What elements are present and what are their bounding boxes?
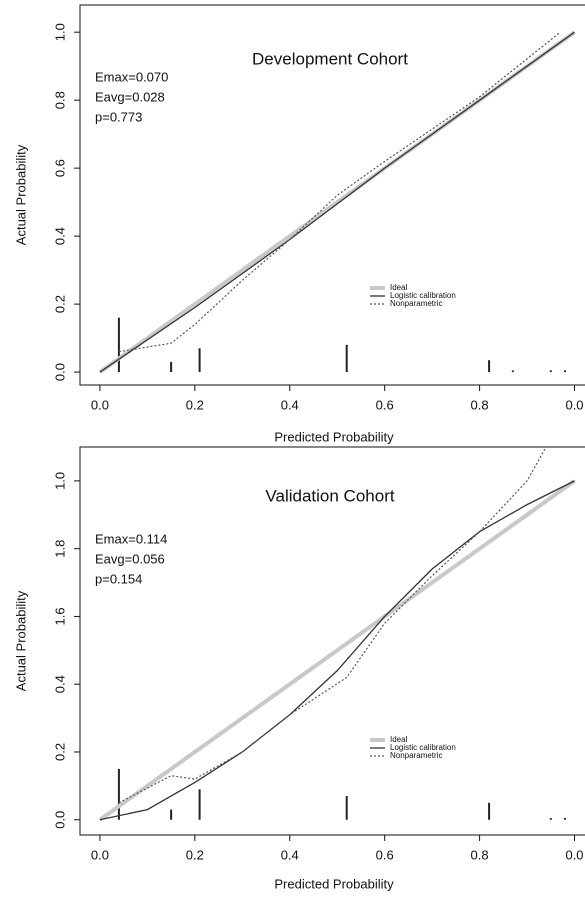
x-tick-label: 0.6 [376, 847, 394, 862]
series-line [99, 480, 575, 821]
y-tick-label: 1.8 [52, 540, 67, 558]
annotation: Emax=0.114 [95, 531, 167, 546]
annotation: p=0.154 [95, 571, 142, 586]
x-axis-label: Predicted Probability [274, 429, 394, 444]
x-tick-label: 0.0 [91, 847, 109, 862]
y-tick-label: 0.0 [52, 811, 67, 829]
x-tick-label: 0.0 [565, 397, 583, 412]
x-tick-label: 0.6 [376, 397, 394, 412]
y-tick-label: 1.0 [52, 23, 67, 41]
plot-frame [79, 446, 585, 836]
x-axis-label: Predicted Probability [274, 876, 394, 891]
series-line [98, 479, 576, 822]
x-tick-label: 0.4 [281, 847, 299, 862]
legend-label: Ideal [390, 283, 408, 292]
y-axis-label: Actual Probability [13, 590, 28, 691]
legend-label: Logistic calibration [390, 291, 456, 300]
annotation: Eavg=0.056 [95, 551, 165, 566]
y-tick-label: 0.2 [52, 295, 67, 313]
y-axis-label: Actual Probability [13, 144, 28, 245]
y-tick-label: 0.4 [52, 675, 67, 693]
y-tick-label: 0.0 [52, 363, 67, 381]
annotation: Eavg=0.028 [95, 89, 165, 104]
legend-label: Nonparametric [390, 299, 442, 308]
y-tick-label: 0.2 [52, 743, 67, 761]
x-tick-label: 0.2 [186, 397, 204, 412]
y-tick-label: 0.6 [52, 159, 67, 177]
annotation: Emax=0.070 [95, 69, 168, 84]
x-tick-label: 0.2 [186, 847, 204, 862]
legend-label: Logistic calibration [390, 743, 456, 752]
plot-frame [79, 4, 585, 386]
legend-label: Nonparametric [390, 751, 442, 760]
chart-title: Development Cohort [252, 49, 408, 68]
series-line [118, 31, 561, 353]
y-tick-label: 1.0 [52, 472, 67, 490]
series-line [118, 447, 547, 804]
x-tick-label: 0.8 [471, 847, 489, 862]
y-tick-label: 0.4 [52, 227, 67, 245]
x-tick-label: 0.8 [471, 397, 489, 412]
x-tick-label: 0.0 [565, 847, 583, 862]
series-line [99, 31, 575, 373]
y-tick-label: 0.8 [52, 91, 67, 109]
legend-label: Ideal [390, 735, 408, 744]
x-tick-label: 0.0 [91, 397, 109, 412]
x-tick-label: 0.4 [281, 397, 299, 412]
y-tick-label: 1.6 [52, 607, 67, 625]
annotation: p=0.773 [95, 109, 142, 124]
chart-title: Validation Cohort [265, 486, 394, 505]
